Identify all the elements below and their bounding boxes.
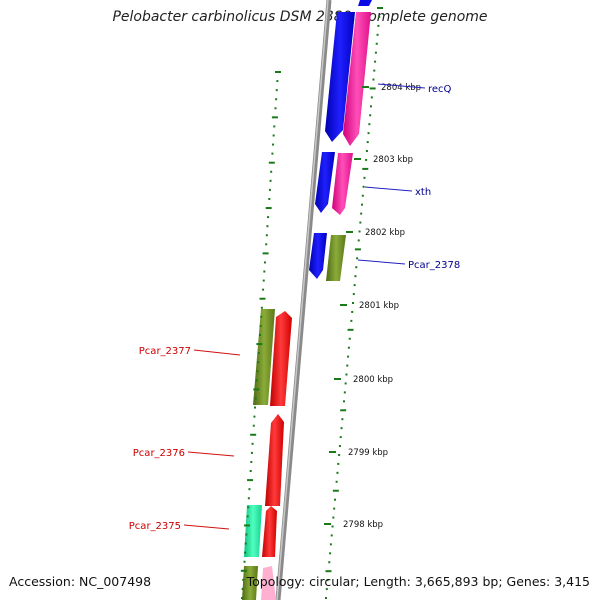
feature-next-pink (261, 566, 276, 600)
scale-tick-label: 2803 kbp (373, 155, 413, 165)
gene-leader-line (357, 259, 406, 265)
scale-tick-label: 2798 kbp (343, 520, 383, 530)
gene-label-pcar_2376: Pcar_2376 (133, 448, 185, 459)
forward-strand-features (309, 0, 372, 281)
gene-label-recq: recQ (428, 84, 452, 95)
gene-leader-line (187, 451, 235, 457)
gene-leader-line (364, 186, 413, 192)
reverse-strand-features (242, 309, 292, 600)
gene-label-pcar_2377: Pcar_2377 (139, 346, 191, 357)
feature-recq-upstream (358, 0, 372, 6)
gene-leader-line (183, 524, 230, 530)
feature-pcar2377-olive (253, 309, 275, 405)
scale-tick-label: 2801 kbp (359, 301, 399, 311)
feature-recq-blue (325, 12, 355, 142)
gene-label-pcar_2378: Pcar_2378 (408, 260, 460, 271)
scale-tick-label: 2799 kbp (348, 448, 388, 458)
sequence-backbone-highlight (276, 0, 329, 600)
scale-ticks: 2804 kbp 2803 kbp 2802 kbp 2801 kbp 2800 kbp… (324, 83, 421, 530)
gene-label-xth: xth (415, 187, 431, 198)
scale-tick-label: 2800 kbp (353, 375, 393, 385)
gc-content-ticks (240, 7, 383, 599)
sequence-backbone (275, 0, 332, 600)
feature-xth-blue (315, 152, 335, 213)
feature-recq-pink (343, 12, 371, 146)
feature-pcar2378-blue (309, 233, 327, 279)
map-title: Pelobacter carbinolicus DSM 2380, comple… (112, 9, 488, 25)
feature-xth-pink (332, 153, 353, 215)
gene-label-leaders: recQ xth Pcar_2378 Pcar_2377 Pcar_2376 Pcar_2… (129, 83, 460, 532)
feature-pcar2375-red (262, 506, 277, 557)
feature-pcar2377-red (270, 311, 292, 406)
gene-label-pcar_2375: Pcar_2375 (129, 521, 181, 532)
gene-leader-line (377, 83, 426, 89)
feature-pcar2378-olive (326, 235, 346, 281)
feature-pcar2375-teal (244, 505, 262, 557)
genome-stats-text: Topology: circular; Length: 3,665,893 bp… (246, 574, 590, 589)
feature-next-olive (242, 566, 258, 600)
feature-pcar2376-red (265, 414, 284, 506)
scale-tick-label: 2802 kbp (365, 228, 405, 238)
gene-leader-line (193, 349, 241, 356)
accession-text: Accession: NC_007498 (9, 574, 152, 589)
scale-tick-label: 2804 kbp (381, 83, 421, 93)
